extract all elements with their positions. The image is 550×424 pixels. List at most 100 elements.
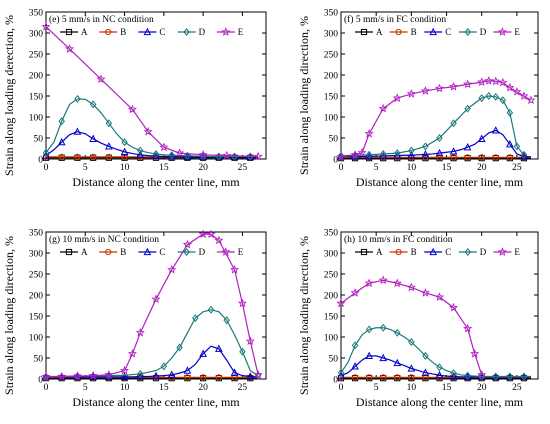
data-point-E (167, 265, 177, 274)
y-tick-label: 50 (34, 134, 44, 144)
y-tick-label: 50 (329, 134, 339, 144)
data-point-D (58, 117, 65, 126)
data-point-E (470, 349, 480, 358)
data-point-D (422, 142, 429, 151)
y-tick-label: 250 (324, 270, 339, 280)
legend-entry-C: C (159, 247, 165, 257)
data-point-C (449, 147, 458, 155)
y-tick-label: 300 (29, 29, 44, 39)
y-tick-label: 250 (29, 270, 44, 280)
data-point-E (336, 152, 346, 161)
data-point-E (198, 229, 208, 238)
y-axis-label: Strain along loading direction, % (2, 236, 16, 395)
series-D (42, 94, 259, 161)
data-point-C (435, 148, 444, 157)
data-point-C (136, 150, 145, 158)
data-point-C (105, 142, 113, 150)
data-point-C (407, 150, 416, 159)
x-tick-label: 10 (120, 163, 130, 173)
data-point-C (407, 364, 416, 372)
legend-entry-E: E (238, 27, 244, 37)
legend-marker-B (105, 248, 112, 256)
data-point-E (512, 87, 522, 96)
data-point-D (121, 138, 128, 147)
data-point-D (42, 148, 50, 157)
x-axis-label: Distance along the center line, mm (72, 395, 240, 409)
x-tick-label: 5 (374, 163, 379, 173)
y-tick-label: 300 (29, 249, 44, 259)
data-point-E (519, 91, 529, 100)
data-point-D (513, 142, 521, 151)
data-point-D (450, 369, 457, 378)
legend-marker-B (395, 248, 402, 256)
series-D (337, 323, 531, 381)
y-tick-label: 100 (29, 333, 44, 343)
data-point-C (491, 126, 500, 134)
data-point-E (222, 150, 232, 160)
data-point-E (143, 126, 153, 136)
data-point-C (183, 366, 192, 374)
legend-marker-B (105, 28, 112, 36)
data-point-C (463, 142, 472, 151)
legend-entry-B: B (120, 247, 126, 257)
data-point-C (449, 372, 458, 380)
data-point-E (65, 44, 75, 53)
legend-entry-D: D (480, 247, 487, 257)
series-line-D (340, 327, 531, 378)
y-tick-label: 150 (29, 92, 44, 102)
x-tick-label: 25 (238, 163, 248, 173)
x-tick-label: 25 (512, 383, 522, 393)
chart-panel-4: 0 5 10 15 20 25050100150200250300350Distance … (297, 228, 539, 409)
data-point-E (96, 74, 106, 84)
data-point-D (520, 372, 528, 381)
legend-marker-C (429, 27, 438, 36)
legend-marker-D (464, 248, 472, 256)
data-point-E (420, 86, 430, 95)
x-tick-label: 5 (83, 383, 88, 393)
data-point-D (89, 100, 97, 109)
series-line-E (340, 279, 483, 375)
data-point-B (231, 374, 238, 381)
data-point-B (408, 374, 415, 381)
panel-title: (f) 5 mm/s in FC condition (344, 14, 446, 25)
data-point-D (379, 323, 387, 332)
data-point-D (492, 372, 500, 381)
data-point-D (184, 151, 191, 160)
y-tick-label: 200 (324, 71, 339, 81)
data-point-E (104, 370, 114, 379)
data-point-D (408, 338, 415, 347)
data-point-E (477, 77, 487, 86)
x-tick-label: 5 (83, 163, 88, 173)
y-tick-label: 200 (324, 291, 339, 301)
y-tick-label: 200 (29, 291, 44, 301)
data-point-E (364, 278, 374, 288)
y-axis-label: Strain along loading derection, % (2, 15, 16, 176)
legend-entry-B: B (411, 247, 417, 257)
data-point-C (421, 150, 430, 158)
data-point-E (135, 328, 145, 337)
data-point-D (137, 369, 144, 378)
data-point-B (184, 374, 191, 381)
data-point-E (214, 235, 224, 245)
data-point-E (463, 79, 473, 89)
data-point-E (120, 365, 130, 375)
data-point-D (422, 351, 429, 360)
data-point-C (379, 353, 388, 362)
data-point-C (477, 134, 486, 142)
data-point-E (350, 288, 360, 297)
data-point-D (365, 150, 373, 159)
series-line-C (341, 129, 531, 158)
data-point-C (136, 372, 145, 380)
data-point-E (182, 239, 192, 249)
data-point-E (41, 21, 51, 31)
x-tick-label: 0 (44, 383, 49, 393)
plot-frame (340, 231, 539, 380)
data-point-C (337, 371, 345, 379)
data-point-B (351, 374, 359, 381)
data-point-C (230, 368, 239, 376)
series-E (336, 275, 487, 379)
legend-entry-E: E (514, 247, 520, 257)
legend-entry-D: D (199, 247, 206, 257)
